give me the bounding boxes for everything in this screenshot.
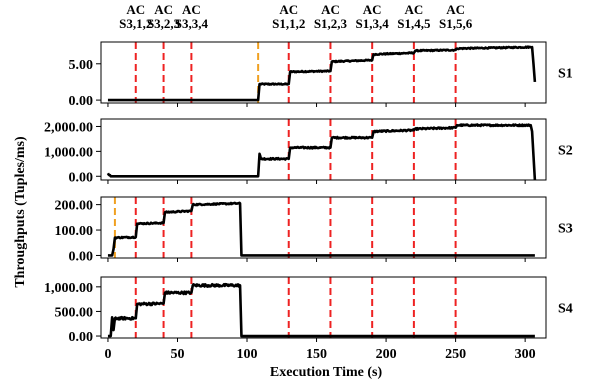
annotation-ac-3: AC (279, 2, 298, 17)
panel-s3: 0.00 100.00 200.00 S3 (55, 196, 573, 264)
annotation-state-7: S1,5,6 (439, 16, 473, 31)
y-tick-label: 0.00 (69, 94, 94, 109)
y-tick-label: 5.00 (69, 58, 94, 73)
panel-s2: 0.00 1,000.00 2,000.00 S2 (44, 118, 573, 185)
panel-label-s3: S3 (558, 222, 573, 237)
y-tick-label: 1,000.00 (44, 145, 93, 160)
annotation-ac-2: AC (182, 2, 201, 17)
annotation-ac-4: AC (321, 2, 340, 17)
x-tick-label: 50 (170, 347, 184, 362)
annotation-state-1: S3,2,3 (147, 16, 181, 31)
x-tick-label: 250 (445, 347, 466, 362)
panel-frame (100, 41, 547, 104)
annotation-labels: ACS3,1,2ACS3,2,3ACS3,3,4ACS1,1,2ACS1,2,3… (119, 2, 473, 31)
panel-frame (100, 196, 547, 259)
annotation-state-6: S1,4,5 (397, 16, 431, 31)
annotation-ac-7: AC (446, 2, 465, 17)
y-tick-label: 0.00 (69, 249, 94, 264)
throughput-line-s3 (107, 201, 536, 257)
throughput-line-s4 (107, 282, 536, 338)
annotation-ac-1: AC (154, 2, 173, 17)
panel-s4: 0.00 500.00 1,000.00 S4 0 50 100 150 200 250 300 (44, 276, 573, 362)
annotation-ac-0: AC (126, 2, 145, 17)
annotation-ac-6: AC (405, 2, 424, 17)
x-tick-label: 300 (515, 347, 536, 362)
x-axis-label: Execution Time (s) (270, 365, 383, 380)
annotation-state-2: S3,3,4 (175, 16, 209, 31)
y-tick-label: 0.00 (69, 330, 94, 345)
y-tick-label: 200.00 (55, 199, 94, 214)
annotation-state-4: S1,2,3 (314, 16, 348, 31)
y-axis-label: Throughputs (Tuples/ms) (13, 136, 28, 288)
throughput-line-s1 (107, 45, 537, 102)
panel-frame (100, 118, 547, 181)
panel-s1: 0.00 5.00 S1 (69, 41, 573, 109)
x-tick-label: 200 (376, 347, 397, 362)
annotation-state-5: S1,3,4 (356, 16, 390, 31)
annotation-state-3: S1,1,2 (272, 16, 305, 31)
y-tick-label: 0.00 (69, 170, 94, 185)
y-tick-label: 100.00 (55, 224, 94, 239)
annotation-state-0: S3,1,2 (119, 16, 152, 31)
annotation-ac-5: AC (363, 2, 382, 17)
y-tick-label: 500.00 (55, 305, 94, 320)
panel-label-s4: S4 (558, 302, 573, 317)
y-tick-label: 1,000.00 (44, 281, 93, 296)
panel-frame (100, 276, 547, 339)
panel-label-s2: S2 (558, 144, 573, 159)
x-tick-label: 0 (104, 347, 111, 362)
chart-panels: 0.00 5.00 S1 0.00 1,000.00 2,000.00 S2 0.00 100.… (44, 41, 573, 362)
x-tick-label: 100 (237, 347, 258, 362)
x-tick-label: 150 (306, 347, 327, 362)
panel-label-s1: S1 (558, 67, 573, 82)
throughput-line-s2 (106, 123, 537, 180)
y-tick-label: 2,000.00 (44, 120, 93, 135)
